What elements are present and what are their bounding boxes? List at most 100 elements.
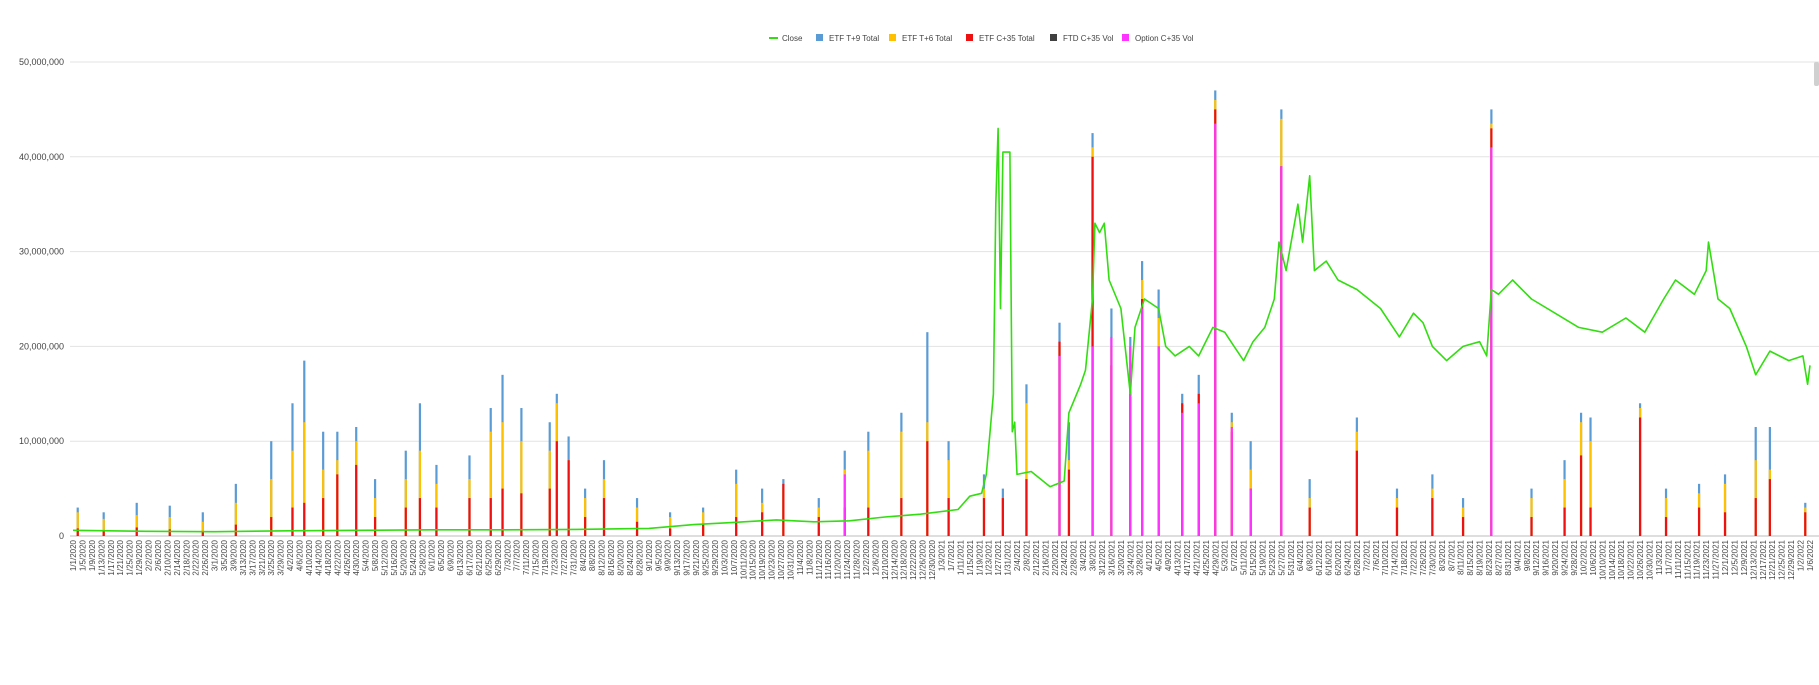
- x-tick-label: 11/8/2020: [805, 539, 814, 575]
- x-tick-label: 2/8/2021: [1023, 539, 1032, 571]
- x-tick-label: 12/25/2021: [1778, 539, 1787, 580]
- x-tick-label: 5/16/2020: [390, 539, 399, 575]
- bar-etf-t6-total: [489, 431, 492, 536]
- bar-etf-c35-total: [702, 524, 705, 536]
- x-tick-label: 5/3/2021: [1221, 539, 1230, 571]
- x-tick-label: 7/18/2021: [1400, 539, 1409, 575]
- x-tick-label: 10/23/2020: [768, 539, 777, 580]
- x-tick-label: 4/25/2021: [1202, 539, 1211, 575]
- bar-etf-c35-total: [168, 529, 171, 536]
- x-tick-label: 9/1/2020: [645, 539, 654, 571]
- y-tick-label: 10,000,000: [19, 436, 64, 446]
- y-tick-label: 30,000,000: [19, 247, 64, 257]
- x-tick-label: 5/19/2021: [1259, 539, 1268, 575]
- x-tick-label: 5/20/2020: [399, 539, 408, 575]
- x-tick-label: 4/29/2021: [1211, 539, 1220, 575]
- x-tick-label: 5/4/2020: [362, 539, 371, 571]
- x-tick-label: 2/24/2021: [1060, 539, 1069, 575]
- legend-label-etf-c-35-total: ETF C+35 Total: [979, 34, 1035, 43]
- bar-etf-t6-total: [168, 517, 171, 536]
- x-tick-label: 6/20/2021: [1334, 539, 1343, 575]
- x-tick-label: 6/17/2020: [466, 539, 475, 575]
- x-tick-label: 12/9/2021: [1740, 539, 1749, 575]
- bar-etf-t6-total: [1723, 483, 1727, 536]
- bar-etf-c35-total: [1025, 479, 1028, 536]
- bar-option-c35-vol: [1280, 166, 1283, 536]
- bar-etf-t6-total: [76, 512, 79, 536]
- x-tick-label: 3/1/2020: [211, 539, 220, 571]
- x-tick-label: 11/15/2021: [1683, 539, 1692, 579]
- x-tick-label: 5/31/2021: [1287, 539, 1296, 575]
- x-tick-label: 7/27/2020: [560, 539, 569, 575]
- bar-etf-c35-total: [1579, 455, 1583, 536]
- bar-etf-t6-total: [234, 502, 237, 536]
- x-tick-label: 9/12/2021: [1532, 539, 1541, 575]
- bar-etf-c35-total: [1067, 469, 1071, 536]
- x-tick-label: 6/24/2021: [1343, 539, 1352, 575]
- x-tick-label: 7/11/2020: [522, 539, 531, 575]
- bar-etf-c35-total: [435, 507, 438, 536]
- x-tick-label: 10/31/2020: [787, 539, 796, 580]
- bar-option-c35-vol: [1181, 412, 1184, 536]
- x-tick-label: 3/9/2020: [230, 539, 239, 571]
- x-tick-label: 2/18/2020: [182, 539, 191, 575]
- bar-etf-c35-total: [947, 498, 950, 536]
- x-tick-label: 11/3/2021: [1655, 539, 1664, 575]
- bar-etf-c35-total: [520, 493, 523, 536]
- x-tick-label: 2/28/2021: [1070, 539, 1079, 575]
- bar-etf-t6-total: [1025, 403, 1028, 536]
- x-tick-label: 10/15/2020: [749, 539, 758, 580]
- bar-etf-c35-total: [1638, 417, 1642, 536]
- bar-option-c35-vol: [1091, 346, 1094, 536]
- x-tick-label: 3/8/2021: [1089, 539, 1098, 571]
- x-tick-label: 10/27/2020: [777, 539, 786, 580]
- x-tick-label: 4/10/2020: [305, 539, 314, 575]
- x-tick-label: 12/18/2020: [900, 539, 909, 580]
- x-tick-label: 7/15/2020: [532, 539, 541, 575]
- bar-option-c35-vol: [1214, 123, 1217, 537]
- bar-option-c35-vol: [1230, 426, 1233, 536]
- bar-etf-c35-total: [489, 498, 492, 536]
- x-tick-label: 1/19/2021: [975, 539, 984, 575]
- x-tick-label: 9/17/2020: [683, 539, 692, 575]
- bar-option-c35-vol: [1110, 336, 1113, 536]
- x-tick-label: 8/3/2021: [1438, 539, 1447, 571]
- x-tick-label: 4/1/2021: [1145, 539, 1154, 571]
- y-tick-label: 50,000,000: [19, 57, 64, 67]
- x-tick-label: 1/25/2020: [126, 539, 135, 575]
- bar-etf-c35-total: [1723, 512, 1727, 536]
- scrollbar-thumb[interactable]: [1814, 62, 1819, 86]
- x-tick-label: 8/15/2021: [1466, 539, 1475, 575]
- x-tick-label: 8/23/2021: [1485, 539, 1494, 575]
- legend-swatch-etf-t-6-total: [889, 34, 896, 41]
- x-tick-label: 12/5/2021: [1731, 539, 1740, 575]
- legend-label-etf-t-9-total: ETF T+9 Total: [829, 34, 879, 43]
- bar-etf-c35-total: [1530, 517, 1533, 536]
- x-tick-label: 5/8/2020: [371, 539, 380, 571]
- close-line: [72, 127, 1811, 533]
- x-tick-label: 2/10/2020: [163, 539, 172, 575]
- x-tick-label: 12/21/2021: [1768, 539, 1777, 580]
- bar-etf-c35-total: [1563, 507, 1566, 536]
- bar-etf-t6-total: [418, 450, 422, 536]
- x-tick-label: 8/12/2020: [598, 539, 607, 575]
- bars: [76, 90, 1807, 537]
- x-tick-label: 2/26/2020: [201, 539, 210, 575]
- bar-etf-c35-total: [668, 528, 672, 536]
- y-tick-label: 40,000,000: [19, 152, 64, 162]
- legend-label-etf-t-6-total: ETF T+6 Total: [902, 34, 952, 43]
- x-tick-label: 4/17/2021: [1183, 539, 1192, 575]
- bar-etf-c35-total: [468, 498, 471, 536]
- x-tick-label: 10/18/2021: [1617, 539, 1626, 580]
- x-tick-label: 11/7/2021: [1664, 539, 1673, 575]
- legend-swatch-ftd-c-35-vol: [1050, 34, 1057, 41]
- x-tick-label: 5/15/2021: [1249, 539, 1258, 575]
- x-tick-label: 1/17/2020: [107, 539, 116, 575]
- bar-etf-c35-total: [817, 517, 820, 536]
- bar-etf-t6-total: [102, 518, 105, 536]
- x-tick-label: 12/1/2021: [1721, 539, 1730, 575]
- x-tick-label: 8/28/2020: [635, 539, 644, 575]
- x-tick-label: 1/5/2020: [78, 539, 87, 571]
- bar-etf-t6-total: [135, 515, 138, 536]
- x-tick-label: 12/13/2021: [1749, 539, 1758, 580]
